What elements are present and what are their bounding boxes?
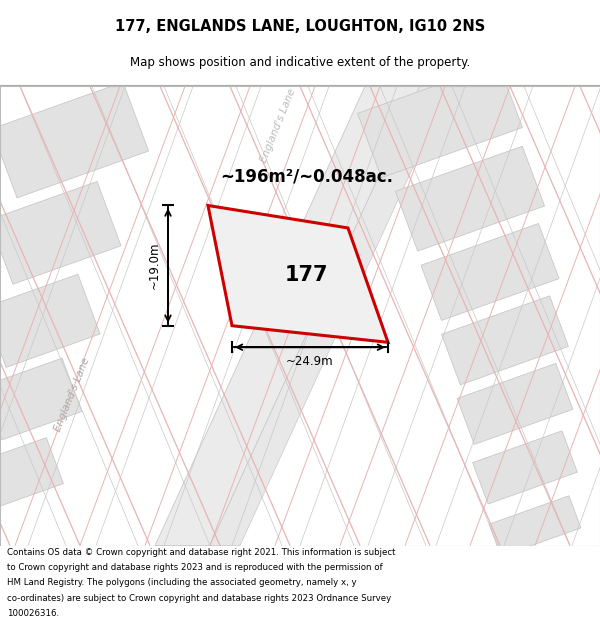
Text: 177: 177 [284, 266, 328, 286]
Polygon shape [473, 431, 577, 504]
Text: ~24.9m: ~24.9m [286, 356, 334, 368]
Polygon shape [208, 206, 388, 342]
Polygon shape [210, 86, 450, 546]
Polygon shape [0, 438, 64, 507]
Polygon shape [358, 63, 523, 178]
Text: co-ordinates) are subject to Crown copyright and database rights 2023 Ordnance S: co-ordinates) are subject to Crown copyr… [7, 594, 391, 602]
Polygon shape [0, 82, 149, 198]
Text: ~19.0m: ~19.0m [148, 242, 161, 289]
Text: England's Lane: England's Lane [53, 356, 91, 432]
Polygon shape [0, 181, 121, 284]
Polygon shape [457, 363, 573, 444]
Polygon shape [421, 224, 559, 321]
Text: Map shows position and indicative extent of the property.: Map shows position and indicative extent… [130, 56, 470, 69]
Polygon shape [489, 496, 581, 556]
Polygon shape [442, 296, 568, 385]
Text: to Crown copyright and database rights 2023 and is reproduced with the permissio: to Crown copyright and database rights 2… [7, 563, 383, 572]
Polygon shape [395, 146, 545, 251]
Text: ~196m²/~0.048ac.: ~196m²/~0.048ac. [221, 167, 394, 185]
Text: HM Land Registry. The polygons (including the associated geometry, namely x, y: HM Land Registry. The polygons (includin… [7, 579, 357, 587]
Text: England's Lane: England's Lane [259, 87, 298, 164]
Text: 177, ENGLANDS LANE, LOUGHTON, IG10 2NS: 177, ENGLANDS LANE, LOUGHTON, IG10 2NS [115, 19, 485, 34]
Text: 100026316.: 100026316. [7, 609, 59, 618]
Polygon shape [0, 358, 82, 440]
Polygon shape [0, 274, 100, 368]
Text: Contains OS data © Crown copyright and database right 2021. This information is : Contains OS data © Crown copyright and d… [7, 548, 396, 557]
Polygon shape [155, 86, 420, 546]
